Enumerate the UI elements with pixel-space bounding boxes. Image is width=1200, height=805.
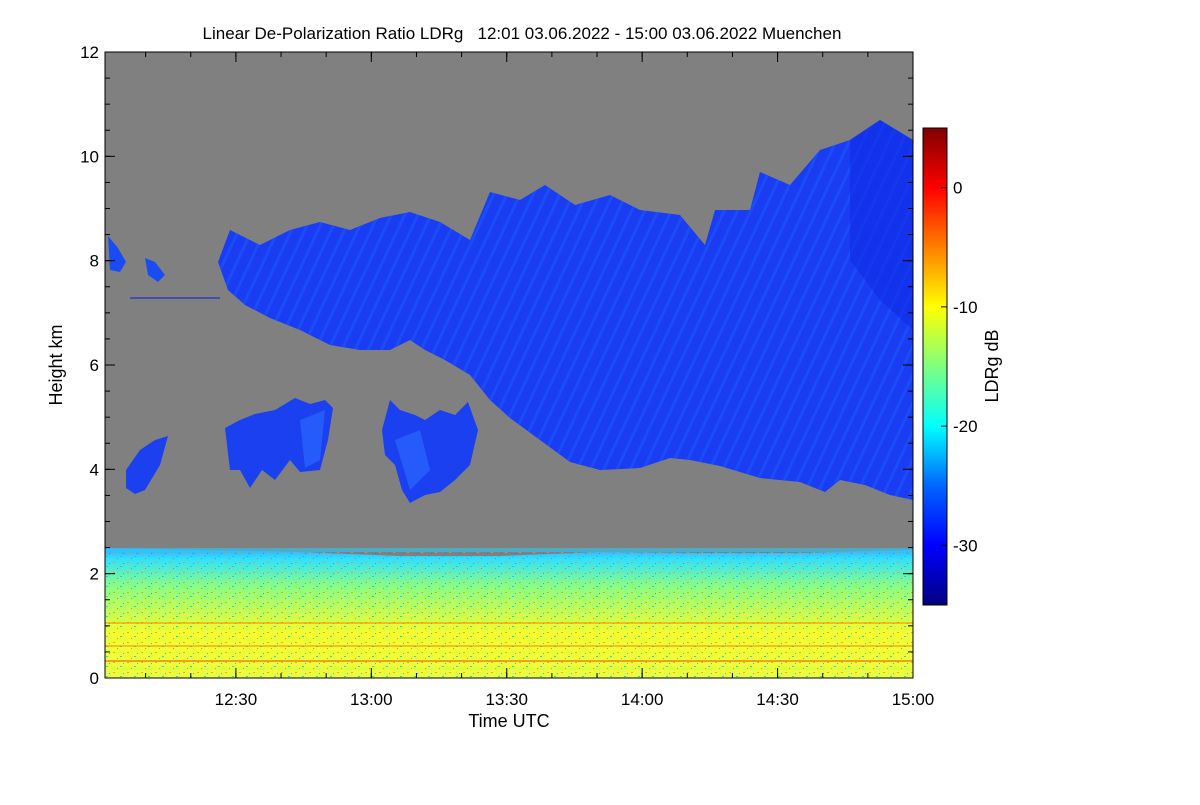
y-tick-label: 8 (90, 252, 99, 271)
x-tick-label: 13:00 (350, 690, 393, 709)
heatmap-area (105, 52, 913, 678)
colorbar-tick-label: -10 (953, 298, 978, 317)
y-tick-label: 4 (90, 460, 99, 479)
y-tick-label: 6 (90, 356, 99, 375)
x-tick-label: 15:00 (892, 690, 935, 709)
chart-title: Linear De-Polarization Ratio LDRg 12:01 … (203, 24, 842, 43)
colorbar-tick-label: 0 (953, 179, 962, 198)
y-tick-label: 0 (90, 669, 99, 688)
y-tick-label: 2 (90, 565, 99, 584)
colorbar-tick-label: -20 (953, 417, 978, 436)
colorbar: 0 -10 -20 -30 (922, 127, 978, 606)
axes: 12:30 13:00 13:30 14:00 14:30 15:00 0 2 4 6 8 10 12 (80, 43, 934, 709)
x-tick-label: 13:30 (485, 690, 528, 709)
y-tick-label: 12 (80, 43, 99, 62)
boundary-layer (105, 548, 913, 678)
x-tick-label: 14:00 (621, 690, 664, 709)
x-axis-label: Time UTC (468, 711, 549, 731)
colorbar-gradient (922, 127, 948, 606)
upper-cirrus-layer (108, 120, 913, 500)
colorbar-label: LDRg dB (982, 329, 1002, 402)
colorbar-tick-label: -30 (953, 536, 978, 555)
y-tick-label: 10 (80, 147, 99, 166)
x-tick-label: 12:30 (215, 690, 258, 709)
y-axis-label: Height km (46, 324, 66, 405)
ice-fallstreaks (126, 398, 478, 503)
x-tick-label: 14:30 (756, 690, 799, 709)
